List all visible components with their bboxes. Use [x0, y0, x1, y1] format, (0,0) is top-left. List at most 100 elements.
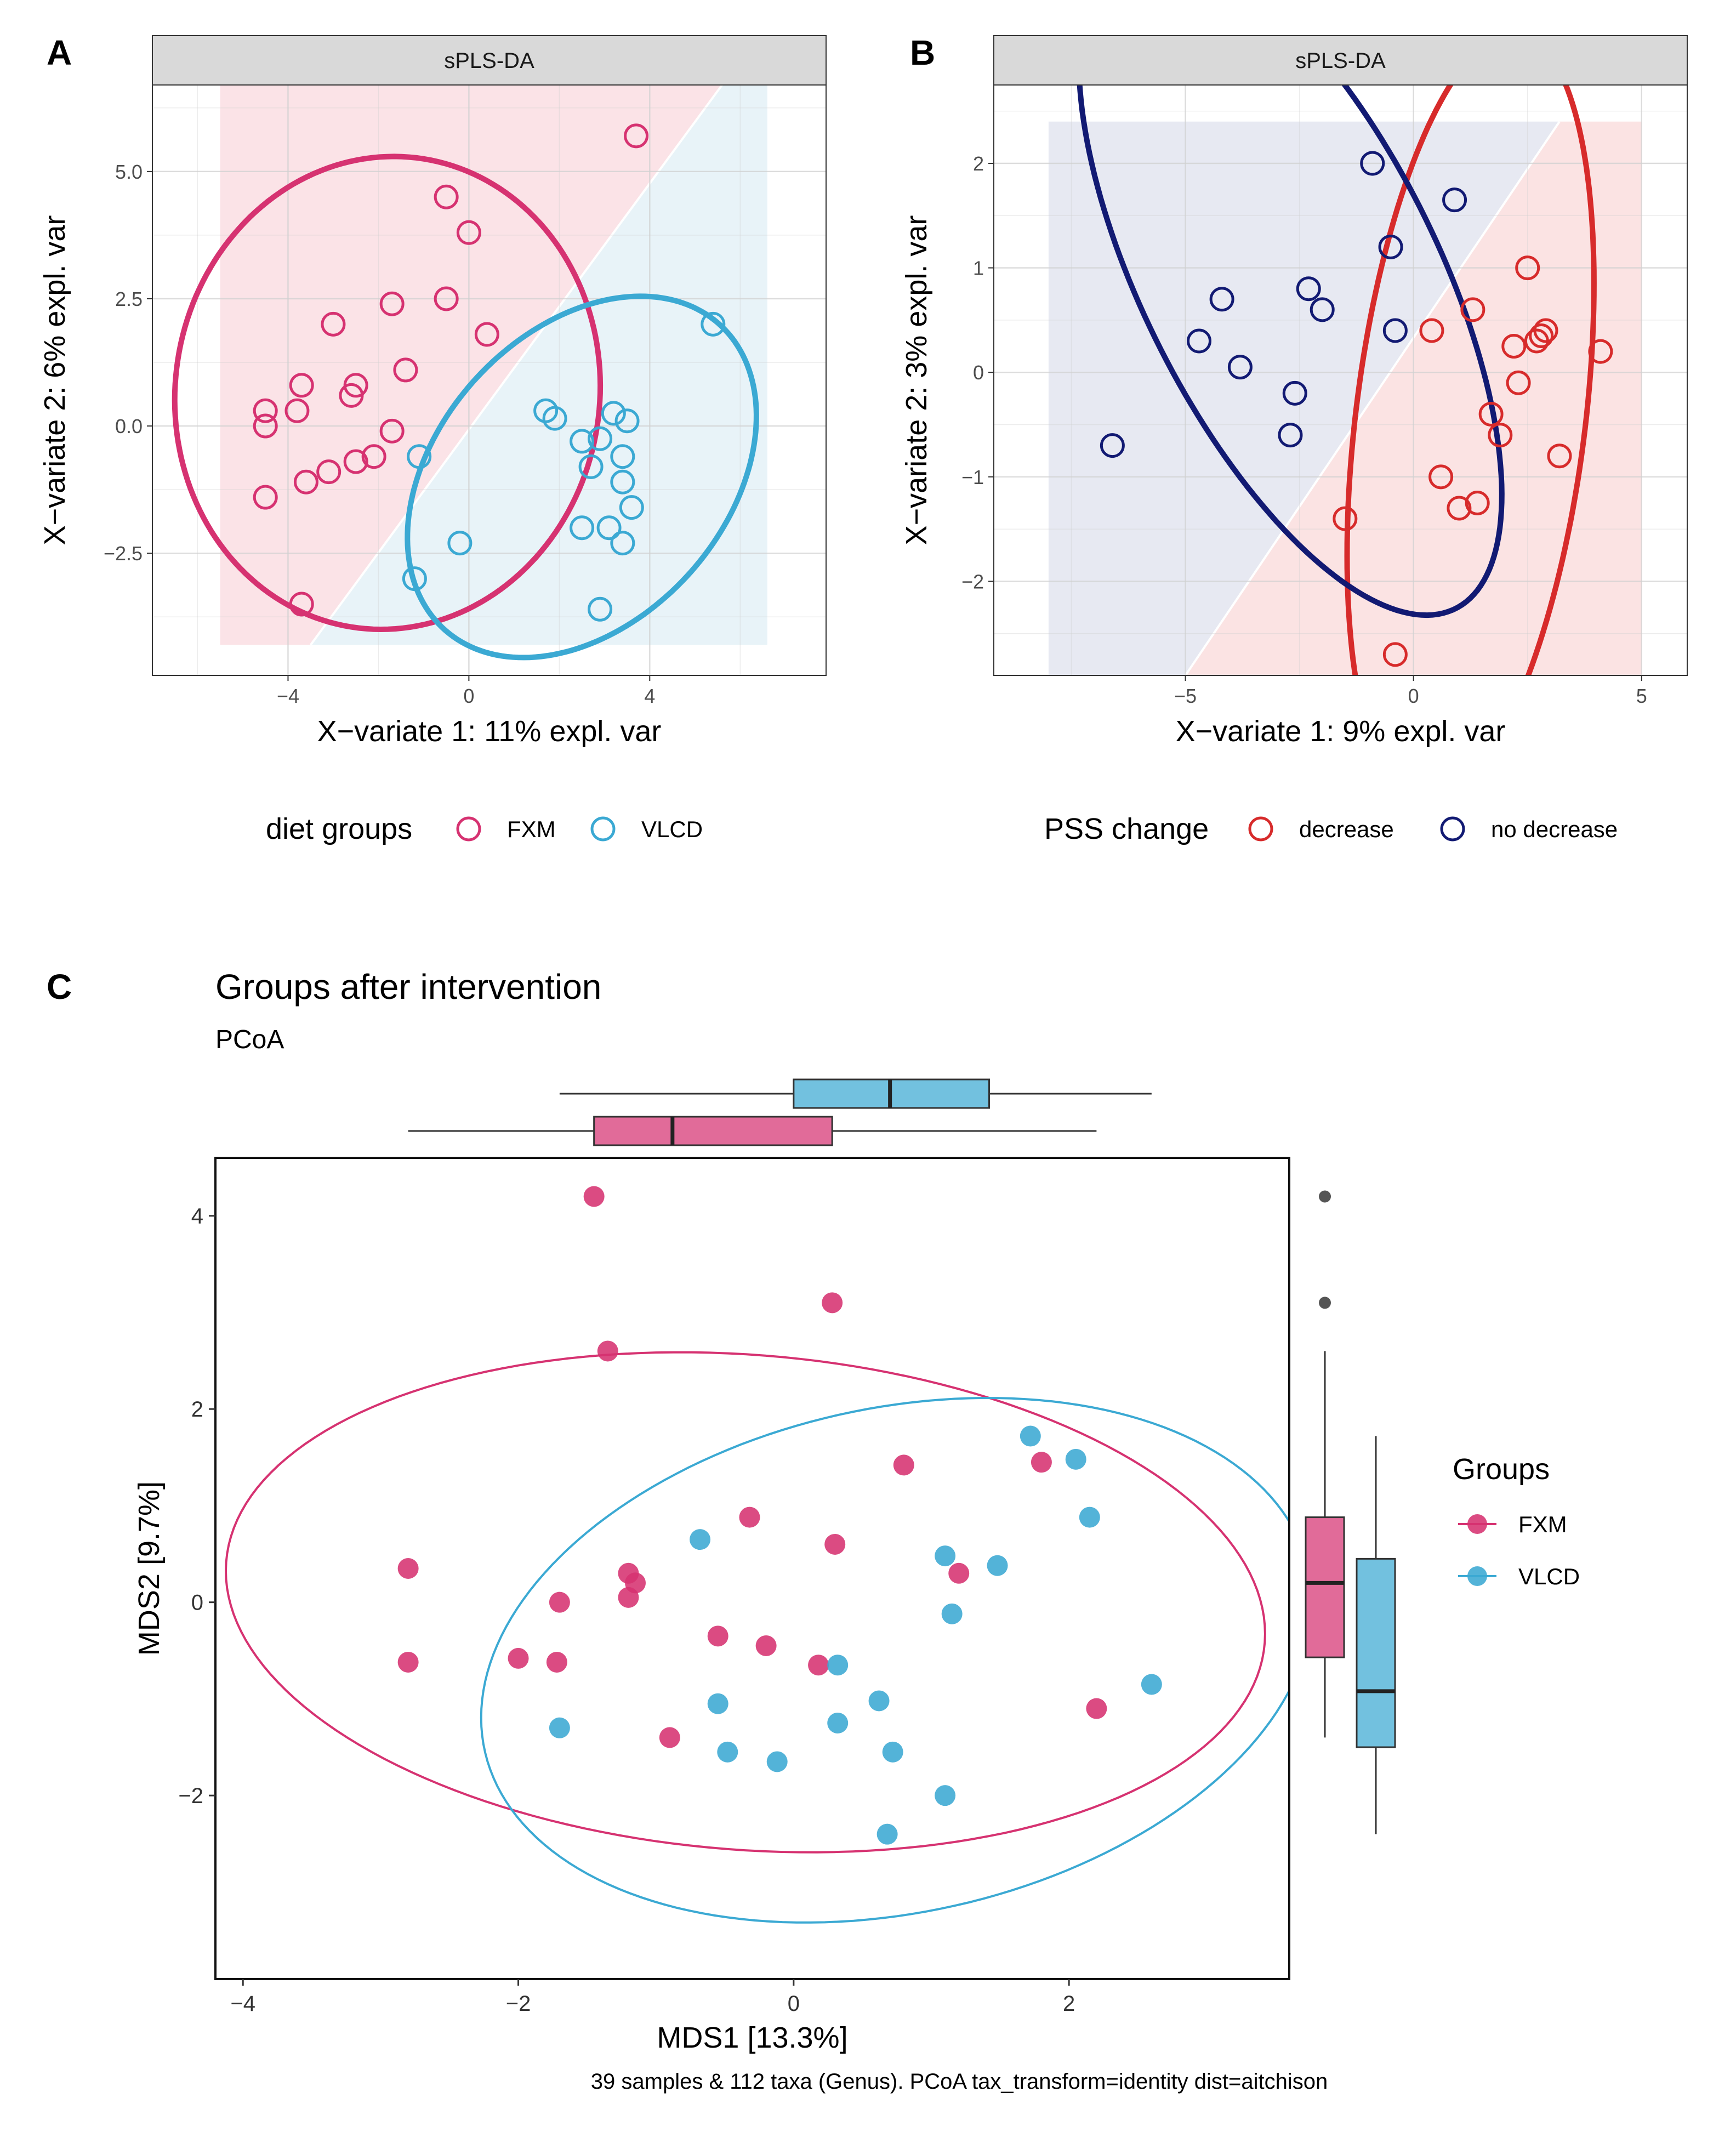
- point-no-decrease: [1187, 328, 1212, 354]
- point-vlcd: [690, 1529, 711, 1550]
- legend: diet groups FXM VLCD: [266, 812, 703, 845]
- legend-label-vlcd: VLCD: [1518, 1564, 1580, 1589]
- point-vlcd: [588, 596, 613, 622]
- point-fxm: [397, 1558, 419, 1579]
- legend: PSS change decrease no decrease: [1044, 812, 1618, 845]
- plot-title: Groups after intervention: [215, 967, 601, 1007]
- y-axis-title: MDS2 [9.7%]: [133, 1481, 166, 1656]
- point-no-decrease: [1278, 423, 1303, 448]
- point-vlcd: [549, 1717, 570, 1738]
- x-tick-label: 0: [463, 685, 474, 707]
- point-fxm: [339, 383, 364, 408]
- point-vlcd: [707, 1693, 728, 1714]
- point-no-decrease: [1296, 276, 1321, 302]
- boxplot-mds1-vlcd: [559, 1078, 1152, 1109]
- legend-key-fxm: [1467, 1514, 1487, 1534]
- point-vlcd: [1141, 1674, 1162, 1695]
- point-no-decrease: [1282, 380, 1307, 406]
- point-vlcd: [610, 469, 635, 494]
- plot-subtitle: PCoA: [215, 1025, 284, 1054]
- x-tick-label: 0: [1408, 685, 1419, 707]
- point-vlcd: [596, 515, 622, 541]
- y-tick-label: −2.5: [104, 542, 143, 565]
- point-fxm: [253, 398, 278, 423]
- point-vlcd: [987, 1555, 1008, 1576]
- point-decrease: [1501, 334, 1527, 359]
- legend-title: PSS change: [1044, 812, 1209, 845]
- point-fxm: [284, 398, 310, 423]
- point-fxm: [289, 592, 314, 617]
- point-fxm: [343, 449, 368, 474]
- point-vlcd: [701, 311, 726, 337]
- point-vlcd: [610, 444, 635, 469]
- legend-label-fxm: FXM: [507, 816, 556, 842]
- point-vlcd: [588, 426, 613, 451]
- x-tick-label: 2: [1063, 1992, 1075, 2016]
- confidence-ellipse-vlcd: [405, 293, 759, 661]
- x-axis-title: MDS1 [13.3%]: [657, 2021, 847, 2054]
- point-fxm: [316, 459, 341, 485]
- legend-key-vlcd: [1467, 1566, 1487, 1586]
- point-no-decrease: [1382, 318, 1408, 343]
- panel-letter: B: [910, 33, 935, 72]
- point-fxm: [434, 184, 459, 209]
- y-tick-label: 5.0: [115, 161, 143, 183]
- point-vlcd: [1065, 1448, 1086, 1470]
- legend-label-fxm: FXM: [1518, 1511, 1567, 1537]
- panel-letter: C: [47, 967, 72, 1007]
- point-decrease: [1515, 255, 1540, 281]
- legend: Groups FXM VLCD: [1453, 1453, 1580, 1589]
- point-decrease: [1447, 496, 1472, 521]
- boxplot-mds2-fxm: [1305, 1190, 1345, 1738]
- point-fxm: [549, 1591, 570, 1613]
- point-fxm: [893, 1454, 914, 1476]
- point-fxm: [474, 322, 499, 347]
- point-fxm: [253, 485, 278, 510]
- y-axis-title: X−variate 2: 3% expl. var: [900, 215, 933, 545]
- y-tick-label: 1: [973, 257, 984, 280]
- point-fxm: [808, 1655, 829, 1676]
- legend-title: diet groups: [266, 812, 412, 845]
- point-fxm: [293, 469, 318, 494]
- point-no-decrease: [1442, 187, 1467, 213]
- point-no-decrease: [1227, 355, 1253, 380]
- panel-letter: A: [47, 33, 72, 72]
- legend-label-vlcd: VLCD: [641, 816, 703, 842]
- point-vlcd: [766, 1751, 788, 1772]
- point-fxm: [755, 1635, 777, 1656]
- box: [1305, 1516, 1345, 1658]
- point-decrease: [1382, 642, 1408, 667]
- plot-area: [994, 85, 1687, 675]
- point-vlcd: [407, 444, 432, 469]
- point-vlcd: [601, 401, 626, 426]
- point-decrease: [1333, 506, 1358, 531]
- panel-border: [214, 1157, 1290, 1980]
- point-vlcd: [827, 1655, 849, 1676]
- point-vlcd: [935, 1545, 956, 1567]
- point-fxm: [508, 1647, 529, 1669]
- point-decrease: [1478, 401, 1504, 427]
- confidence-ellipse-fxm: [172, 154, 604, 633]
- point-vlcd: [402, 566, 427, 592]
- point-decrease: [1588, 339, 1613, 364]
- point-vlcd: [614, 408, 640, 434]
- point-vlcd: [619, 495, 644, 520]
- x-axis-title: X−variate 1: 9% expl. var: [1176, 715, 1506, 748]
- legend-label-decrease: decrease: [1299, 816, 1394, 842]
- point-decrease: [1506, 370, 1531, 395]
- point-fxm: [739, 1507, 760, 1528]
- panel-border: [152, 84, 827, 676]
- point-decrease: [1547, 444, 1572, 469]
- point-fxm: [618, 1587, 639, 1608]
- point-vlcd: [827, 1712, 849, 1733]
- confidence-ellipse-fxm: [224, 1351, 1266, 1854]
- point-fxm: [379, 418, 405, 444]
- y-axis-title: X−variate 2: 6% expl. var: [38, 215, 71, 545]
- point-vlcd: [868, 1690, 890, 1712]
- point-vlcd: [447, 531, 473, 556]
- point-vlcd: [941, 1603, 963, 1624]
- point-decrease: [1533, 318, 1558, 343]
- panel-c: C Groups after intervention PCoA −4 −2 0 2 −2 0 2…: [47, 967, 1580, 2094]
